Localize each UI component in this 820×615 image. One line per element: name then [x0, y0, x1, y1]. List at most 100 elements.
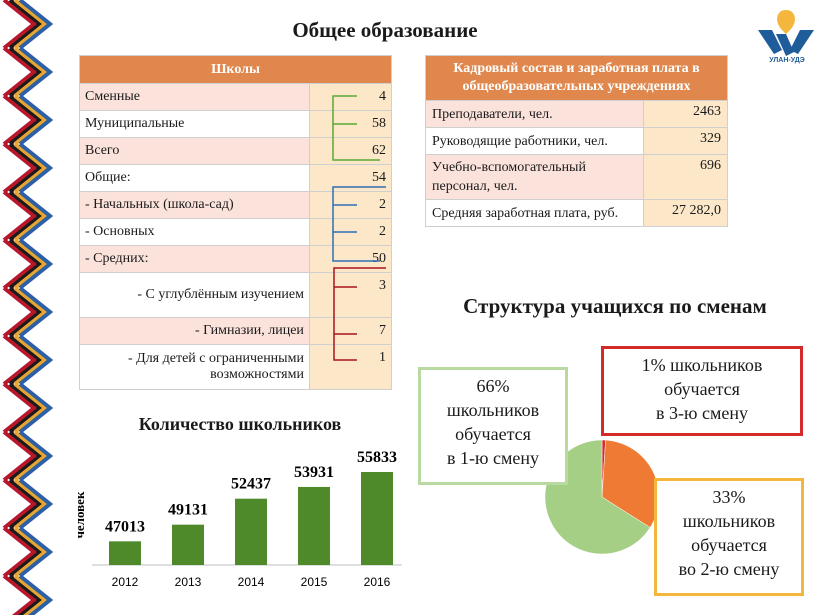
- bar-data-label: 53931: [294, 464, 334, 481]
- ornament-zigzag: [13, 142, 49, 194]
- staff-row-label: Средняя заработная плата, руб.: [425, 199, 644, 227]
- callout-line: 66%: [476, 376, 510, 396]
- bar-data-label: 52437: [231, 476, 271, 493]
- callout-line: во 2-ю смену: [678, 559, 780, 579]
- bar-tick-label: 2016: [364, 575, 391, 589]
- callout-line: в 1-ю смену: [447, 448, 539, 468]
- ornament-zigzag: [8, 382, 44, 434]
- schools-table: Школы Сменные 4 Муниципальные 58 Всего 62 Общи…: [79, 55, 393, 390]
- bar-tick-label: 2014: [238, 575, 265, 589]
- ornament-zigzag: [13, 574, 49, 615]
- staff-row-value: 27 282,0: [643, 199, 728, 227]
- ornament-zigzag: [13, 334, 49, 386]
- ornament-zigzag: [2, 0, 38, 50]
- staff-row-label: Преподаватели, чел.: [425, 100, 644, 128]
- bar-tick-label: 2015: [301, 575, 328, 589]
- callout-third-shift: 1% школьников обучается в 3-ю смену: [601, 346, 803, 436]
- bar-data-label: 47013: [105, 518, 145, 535]
- ornament-zigzag: [8, 478, 44, 530]
- pie-slice: [544, 439, 651, 555]
- ornament-zigzag: [8, 238, 44, 290]
- ornament-zigzag: [13, 94, 49, 146]
- ornament-zigzag: [2, 142, 38, 194]
- staff-table-header: Кадровый состав и заработная плата в общ…: [425, 55, 728, 101]
- ornament-zigzag: [18, 238, 54, 290]
- schools-table-header: Школы: [79, 55, 392, 84]
- ornament-zigzag: [2, 286, 38, 338]
- ornament-zigzag: [8, 526, 44, 578]
- callout-line: в 3-ю смену: [656, 403, 748, 423]
- bar: [235, 498, 267, 565]
- ornament-zigzag: [8, 334, 44, 386]
- callout-first-shift: 66% школьников обучается в 1-ю смену: [418, 367, 568, 485]
- ornament-zigzag: [2, 478, 38, 530]
- ornament-zigzag: [18, 0, 54, 50]
- schools-row-label: - Основных: [79, 218, 310, 246]
- staff-row-value: 329: [643, 127, 728, 155]
- schools-row-label: Общие:: [79, 164, 310, 192]
- staff-row-value: 696: [643, 154, 728, 200]
- table-row: Руководящие работники, чел. 329: [425, 127, 728, 155]
- decorative-ornament: [0, 0, 62, 615]
- ornament-zigzag: [2, 238, 38, 290]
- page-title: Общее образование: [292, 18, 478, 42]
- ornament-zigzag: [8, 190, 44, 242]
- ornament-zigzag: [8, 0, 44, 50]
- ornament-zigzag: [8, 430, 44, 482]
- ornament-zigzag: [2, 190, 38, 242]
- ornament-zigzag: [18, 286, 54, 338]
- ornament-zigzag: [8, 286, 44, 338]
- ornament-zigzag: [13, 238, 49, 290]
- callout-second-shift: 33% школьников обучается во 2-ю смену: [654, 478, 804, 596]
- ornament-zigzag: [8, 46, 44, 98]
- ornament-zigzag: [18, 526, 54, 578]
- bar-tick-label: 2012: [112, 575, 139, 589]
- callout-line: обучается: [455, 424, 531, 444]
- ornament-zigzag: [13, 0, 49, 50]
- pie-chart-title: Структура учащихся по сменам: [463, 294, 767, 318]
- logo-text: УЛАН-УДЭ: [769, 57, 805, 64]
- ornament-zigzag: [18, 478, 54, 530]
- table-row: Средняя заработная плата, руб. 27 282,0: [425, 199, 728, 227]
- callout-line: школьников: [682, 511, 776, 531]
- ornament-zigzag: [18, 430, 54, 482]
- ornament-zigzag: [18, 190, 54, 242]
- staff-row-value: 2463: [643, 100, 728, 128]
- ornament-zigzag: [2, 382, 38, 434]
- ornament-zigzag: [18, 46, 54, 98]
- staff-table-body: Преподаватели, чел. 2463 Руководящие работ…: [425, 100, 728, 227]
- ornament-zigzag: [18, 142, 54, 194]
- callout-line: обучается: [664, 379, 740, 399]
- table-row: Учебно-вспомогательный персонал, чел. 696: [425, 154, 728, 200]
- ornament-zigzag: [2, 46, 38, 98]
- bar: [361, 472, 393, 565]
- bar: [298, 486, 330, 565]
- table-row: - Начальных (школа-сад) 2: [79, 191, 393, 219]
- ornament-zigzag: [13, 526, 49, 578]
- table-row: Всего 62: [79, 137, 393, 165]
- staff-row-label: Учебно-вспомогательный персонал, чел.: [425, 154, 644, 200]
- ornament-zigzag: [2, 334, 38, 386]
- bar-chart-title: Количество школьников: [138, 414, 342, 434]
- schools-row-label: - Начальных (школа-сад): [79, 191, 310, 219]
- logo-icon: [758, 10, 814, 56]
- ornament-zigzag: [13, 46, 49, 98]
- ornament-pattern: [2, 0, 54, 615]
- ornament-zigzag: [18, 94, 54, 146]
- bar-data-label: 55833: [357, 449, 397, 466]
- ornament-zigzag: [18, 382, 54, 434]
- ornament-zigzag: [2, 430, 38, 482]
- bar-data-label: 49131: [168, 502, 208, 519]
- ornament-zigzag: [18, 574, 54, 615]
- ornament-zigzag: [18, 334, 54, 386]
- ornament-zigzag: [13, 478, 49, 530]
- ornament-zigzag: [13, 382, 49, 434]
- ornament-zigzag: [8, 94, 44, 146]
- schools-row-label: - Для детей с ограниченными возможностям…: [79, 344, 310, 390]
- schools-row-label: Всего: [79, 137, 310, 165]
- table-row: Преподаватели, чел. 2463: [425, 100, 728, 128]
- ornament-zigzag: [8, 142, 44, 194]
- ornament-zigzag: [13, 430, 49, 482]
